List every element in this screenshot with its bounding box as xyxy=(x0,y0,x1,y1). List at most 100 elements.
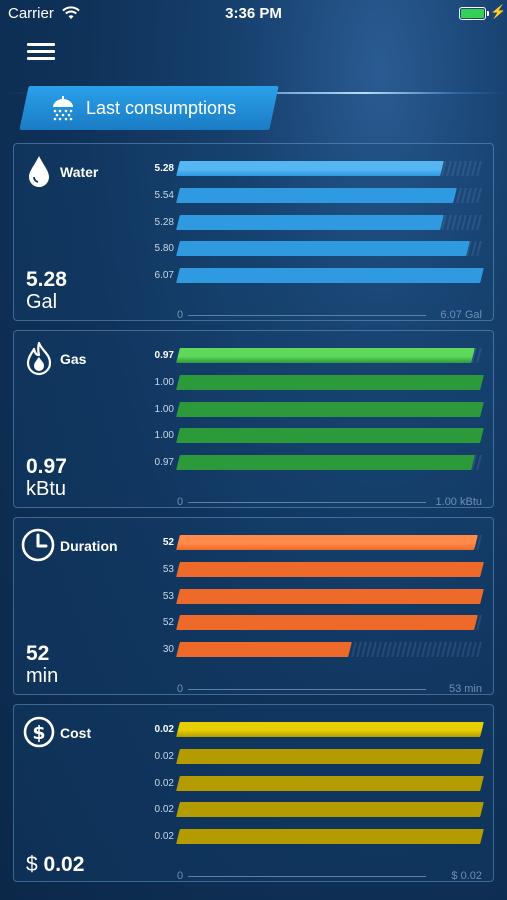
card-title: Duration xyxy=(60,538,118,554)
bar-value-label: 0.02 xyxy=(154,724,174,735)
section-title: Last consumptions xyxy=(86,98,237,118)
bar-value-label: 0.02 xyxy=(154,831,174,843)
wifi-icon xyxy=(62,6,80,19)
bar-row: 53 xyxy=(144,588,484,605)
cost-card[interactable]: $ Cost 0.02 0.02 0.02 0.02 0.02 $ 0.02 0 $ 0… xyxy=(13,704,494,882)
bar-value-label: 1.00 xyxy=(154,430,174,442)
bar xyxy=(176,428,484,444)
bar-value-label: 53 xyxy=(162,563,174,575)
clock-icon xyxy=(21,528,55,562)
bar-track xyxy=(176,455,484,471)
bar xyxy=(176,374,484,390)
bar-row: 6.07 xyxy=(144,268,484,284)
bar-value-label: 5.54 xyxy=(154,189,174,201)
axis-max-label: 6.07 Gal xyxy=(440,309,482,321)
bar-track xyxy=(176,401,484,417)
axis-max-label: $ 0.02 xyxy=(451,870,482,882)
bar xyxy=(176,268,484,284)
bar-track xyxy=(176,588,484,604)
axis-max-label: 1.00 kBtu xyxy=(435,496,482,508)
currency-prefix: $ xyxy=(26,853,38,876)
bar-track xyxy=(176,802,484,818)
bar-track xyxy=(176,561,484,577)
bar-value-label: 52 xyxy=(162,617,174,629)
bar-value-label: 0.02 xyxy=(154,777,174,789)
bar-row: 0.02 xyxy=(144,775,484,792)
bar xyxy=(176,561,484,577)
current-value: 52 xyxy=(26,642,50,665)
bar-row: 5.28 xyxy=(144,161,484,177)
bar-value-label: 0.02 xyxy=(154,750,174,762)
bar-track xyxy=(176,374,484,390)
bar-value-label: 5.28 xyxy=(154,163,174,174)
bar xyxy=(176,802,484,818)
bar-track xyxy=(176,428,484,444)
axis-max-label: 53 min xyxy=(448,683,482,695)
bar-track xyxy=(176,535,484,550)
bar-value-label: 30 xyxy=(162,644,174,656)
bar-track xyxy=(176,829,484,845)
bar-track xyxy=(176,187,484,203)
axis-min-label: 0 xyxy=(177,309,184,321)
bar-track xyxy=(176,268,484,284)
bar xyxy=(176,775,484,791)
bar-value-label: 1.00 xyxy=(154,403,174,415)
card-title: Cost xyxy=(60,725,92,741)
clock-time: 3:36 PM xyxy=(225,5,282,22)
bar-value-label: 5.28 xyxy=(154,216,174,228)
flame-icon xyxy=(26,341,52,376)
water-drop-icon xyxy=(29,156,49,187)
bar-row: 0.97 xyxy=(144,348,484,364)
bar-row: 30 xyxy=(144,642,484,658)
bar-row: 1.00 xyxy=(144,374,484,391)
battery-icon xyxy=(459,7,489,20)
bar xyxy=(176,642,352,658)
card-title: Gas xyxy=(60,351,87,367)
bar xyxy=(176,829,484,845)
bar xyxy=(176,615,479,631)
bar-track xyxy=(176,615,484,631)
bar-value-label: 0.02 xyxy=(154,804,174,816)
bar-value-label: 5.80 xyxy=(154,243,174,255)
current-unit: kBtu xyxy=(26,478,67,500)
water-card[interactable]: Water 5.28 5.54 5.28 5.80 6.07 5.28 Gal 0 6.… xyxy=(13,143,494,321)
dollar-icon: $ xyxy=(23,716,55,748)
chart-axis: 0 1.00 kBtu xyxy=(174,496,484,508)
bar-row: 52 xyxy=(144,535,484,551)
bar xyxy=(176,401,484,417)
shower-icon xyxy=(53,96,73,121)
bar-track xyxy=(176,722,484,737)
bar-track xyxy=(176,241,484,257)
bar-row: 52 xyxy=(144,615,484,631)
bar-track xyxy=(176,214,484,230)
chart-axis: 0 $ 0.02 xyxy=(174,870,484,882)
section-tab-last-consumptions[interactable]: Last consumptions xyxy=(19,86,279,130)
bar xyxy=(176,187,458,203)
duration-card[interactable]: Duration 52 53 53 52 30 52 min 0 53 min xyxy=(13,517,494,695)
bar xyxy=(176,161,445,176)
bar-value-label: 53 xyxy=(162,590,174,602)
status-bar: Carrier 3:36 PM ⚡ xyxy=(0,0,507,28)
bar-row: 0.02 xyxy=(144,802,484,818)
gas-card[interactable]: Gas 0.97 1.00 1.00 1.00 0.97 0.97 kBtu 0 1.0… xyxy=(13,330,494,508)
bar-value-label: 1.00 xyxy=(154,376,174,388)
bar-value-label: 52 xyxy=(162,537,174,548)
bar-row: 5.28 xyxy=(144,214,484,231)
charging-bolt-icon: ⚡ xyxy=(490,4,507,19)
bar xyxy=(176,588,484,604)
svg-text:$: $ xyxy=(32,722,45,744)
chart-axis: 0 6.07 Gal xyxy=(174,309,484,321)
bar-row: 1.00 xyxy=(144,428,484,444)
axis-min-label: 0 xyxy=(177,496,184,508)
current-value: $ 0.02 xyxy=(26,853,84,877)
card-title: Water xyxy=(60,164,99,180)
bar xyxy=(176,455,475,471)
bar-row: 0.02 xyxy=(144,829,484,845)
chart-axis: 0 53 min xyxy=(174,683,484,695)
axis-min-label: 0 xyxy=(177,870,184,882)
current-value-number: 0.02 xyxy=(43,853,85,876)
current-unit: Gal xyxy=(26,291,58,313)
current-unit: min xyxy=(26,665,59,687)
bar-row: 1.00 xyxy=(144,401,484,418)
hamburger-icon[interactable] xyxy=(27,43,55,63)
